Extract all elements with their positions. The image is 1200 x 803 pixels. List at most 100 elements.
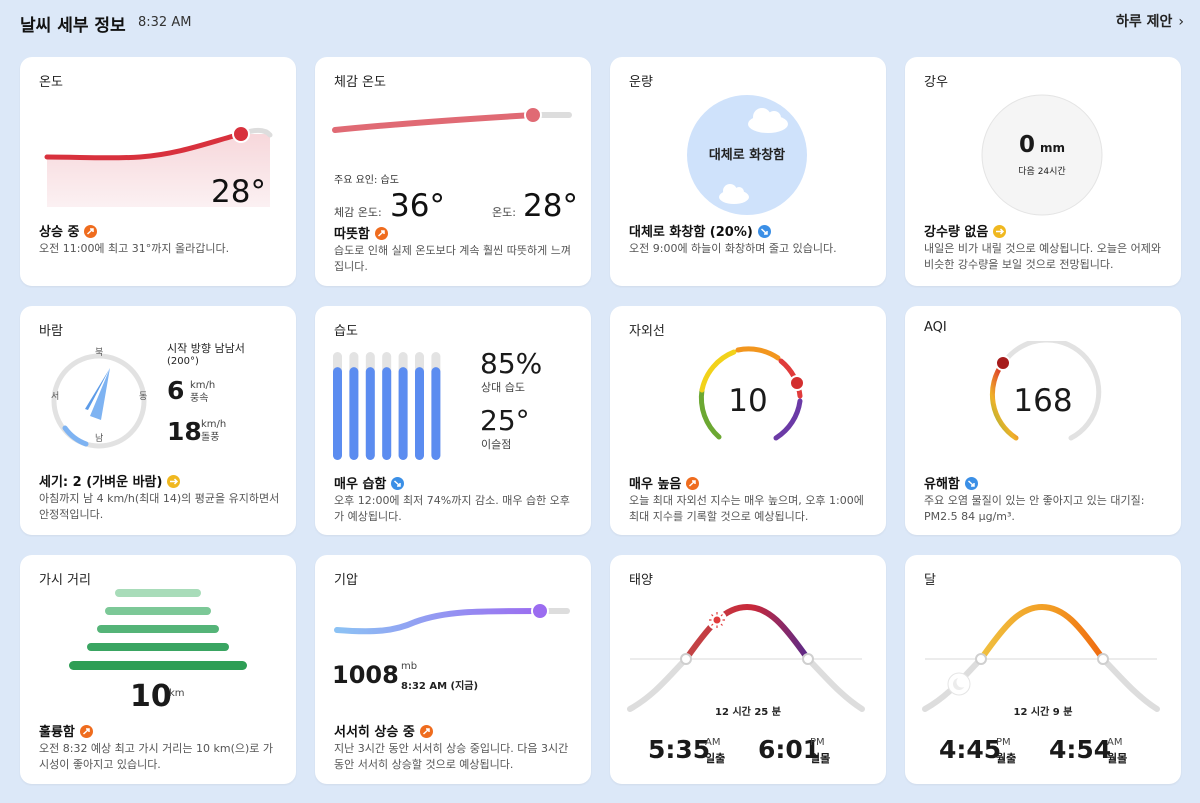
card-title: 자외선 [629, 324, 665, 339]
trend-up-icon [686, 477, 700, 490]
uv-value: 10 [728, 383, 768, 419]
humidity-bar-fill [382, 367, 392, 460]
cloud-icon [719, 108, 788, 204]
card-description: 아침까지 남 4 km/h(최대 14)의 평균을 유지하면서 안정적입니다. [39, 492, 280, 521]
rain-amount: 0 [1018, 132, 1035, 158]
status-text: 서서히 상승 중 [334, 725, 415, 740]
trend-up-icon [419, 725, 433, 738]
status-label: 매우 습함 [334, 473, 405, 492]
dew-point-label: 이슬점 [481, 438, 512, 451]
wind-gust-label: 돌풍 [201, 432, 220, 443]
humidity-bar-fill [333, 367, 342, 460]
card-description: 오늘 최대 자외선 지수는 매우 높으며, 오후 1:00에 최대 지수를 기록… [629, 494, 864, 523]
temperature-card[interactable]: 온도 28° 상승 중 오전 11:00에 최고 31°까지 올라갑니다. [20, 57, 296, 286]
temperature-curve [44, 125, 273, 207]
visibility-unit: km [169, 688, 185, 699]
status-label: 대체로 화창함 (20%) [629, 221, 771, 240]
card-title: AQI [924, 320, 947, 335]
moonset-label: 월몰 [1107, 752, 1128, 765]
status-label: 서서히 상승 중 [334, 721, 433, 740]
humidity-bar-fill [415, 367, 424, 460]
aqi-card[interactable]: AQI 168 유해함 주요 오염 물질이 있는 안 좋아지고 있는 대기질: … [905, 306, 1181, 535]
wind-arrow-icon [85, 368, 110, 420]
sunset-label: 일몰 [810, 752, 831, 765]
visibility-bars [69, 589, 247, 670]
moon-duration: 12 시간 9 분 [1013, 707, 1073, 718]
card-description: 오전 9:00에 하늘이 화창하며 줄고 있습니다. [629, 242, 837, 255]
humidity-bars [333, 352, 441, 460]
status-text: 유해함 [924, 477, 960, 492]
card-title: 달 [924, 573, 936, 588]
wind-direction: 시작 방향 남남서 [167, 342, 245, 355]
status-text: 대체로 화창함 (20%) [629, 225, 753, 240]
humidity-card[interactable]: 습도 85% 상대 습도 25° 이슬점 매우 습함 오후 12:00에 최저 … [315, 306, 591, 535]
rain-amount-row: 0 mm [981, 132, 1103, 158]
status-text: 매우 높음 [629, 477, 682, 492]
status-label: 강수량 없음 [924, 221, 1007, 240]
sun-arc [627, 603, 865, 712]
page-time: 8:32 AM [138, 15, 192, 30]
chevron-right-icon: › [1178, 14, 1184, 30]
card-description: 지난 3시간 동안 서서히 상승 중입니다. 다음 3시간 동안 서서히 상승할… [334, 742, 569, 771]
cloud-circle-label: 대체로 화창함 [708, 148, 786, 163]
moonset-ampm: AM [1107, 737, 1123, 748]
rain-unit: mm [1040, 141, 1066, 155]
wind-speed: 6 [167, 376, 185, 405]
card-title: 온도 [39, 75, 63, 90]
trend-down-icon [964, 477, 978, 490]
status-text: 세기: 2 (가벼운 바람) [39, 475, 163, 490]
card-title: 기압 [334, 573, 358, 588]
trend-down-icon [757, 225, 771, 238]
status-label: 따뜻함 [334, 223, 388, 242]
actual-temp-label: 온도: [492, 206, 516, 219]
moon-card[interactable]: 달 12 시간 9 분 4:45 PM 월출 4:54 AM 월몰 [905, 555, 1181, 784]
pressure-time: 8:32 AM (지금) [401, 681, 479, 692]
dew-point-value: 25° [480, 404, 530, 437]
sunrise-label: 일출 [705, 752, 726, 765]
card-description: 오전 11:00에 최고 31°까지 올라갑니다. [39, 242, 230, 255]
rain-circle [981, 94, 1103, 216]
feels-like-card[interactable]: 체감 온도 주요 요인: 습도 체감 온도: 36° 온도: 28° 따뜻함 습… [315, 57, 591, 286]
status-text: 강수량 없음 [924, 225, 989, 240]
wind-gust: 18 [167, 417, 202, 446]
card-description: 주요 오염 물질이 있는 안 좋아지고 있는 대기질: PM2.5 84 μg/… [924, 494, 1145, 523]
page-title: 날씨 세부 정보 [20, 16, 126, 36]
pressure-unit: mb [401, 661, 418, 672]
wind-speed-unit: km/h [190, 380, 216, 391]
trend-up-icon [374, 227, 388, 240]
rain-card[interactable]: 강우 0 mm 다음 24시간 강수량 없음 내일은 비가 내릴 것으로 예상됩… [905, 57, 1181, 286]
trend-down-icon [391, 477, 405, 490]
uv-card[interactable]: 자외선 10 매우 높음 오늘 최대 자외선 지수는 매우 높으며, 오후 1:… [610, 306, 886, 535]
card-title: 강우 [924, 75, 948, 90]
wind-card[interactable]: 바람 북 동 남 서 시작 방향 남남서 (200°) 6 km/h 풍속 18… [20, 306, 296, 535]
header-bar: 날씨 세부 정보 8:32 AM 하루 제안 › [0, 0, 1200, 46]
actual-temp-value: 28° [523, 188, 578, 224]
sunrise-ampm: AM [705, 737, 721, 748]
visibility-card[interactable]: 가시 거리 10 km 훌륭함 오전 8:32 예상 최고 가시 거리는 10 … [20, 555, 296, 784]
trend-steady-icon [167, 475, 181, 488]
card-description: 오전 8:32 예상 최고 가시 거리는 10 km(으)로 가시성이 좋아지고… [39, 742, 274, 771]
wind-speed-label: 풍속 [190, 393, 209, 404]
cloud-cover-card[interactable]: 운량 대체로 화창함 대체로 화창함 (20%) 오전 9:00에 하늘이 화창… [610, 57, 886, 286]
card-title: 체감 온도 [334, 75, 386, 90]
humidity-bar-fill [431, 367, 441, 460]
card-title: 운량 [629, 75, 653, 90]
compass-north: 북 [95, 348, 104, 358]
status-label: 세기: 2 (가벼운 바람) [39, 471, 181, 490]
sunset-time: 6:01 [758, 735, 821, 764]
sun-card[interactable]: 태양 12 시간 25 분 5:35 AM 일출 6:01 [610, 555, 886, 784]
humidity-bar-fill [349, 367, 359, 460]
feels-factor: 주요 요인: 습도 [334, 175, 399, 186]
daily-suggestion-link[interactable]: 하루 제안 › [1116, 11, 1184, 31]
humidity-value: 85% [480, 347, 543, 380]
card-title: 습도 [334, 324, 358, 339]
status-text: 매우 습함 [334, 477, 387, 492]
moon-arc [922, 603, 1160, 712]
pressure-card[interactable]: 기압 1008 mb 8:32 AM (지금) 서서히 상승 중 지난 3시간 … [315, 555, 591, 784]
pressure-curve [334, 602, 570, 635]
wind-compass [51, 353, 147, 449]
sunrise-time: 5:35 [648, 735, 711, 764]
card-title: 태양 [629, 573, 653, 588]
compass-west: 서 [51, 392, 60, 402]
aqi-gauge [989, 341, 1102, 441]
